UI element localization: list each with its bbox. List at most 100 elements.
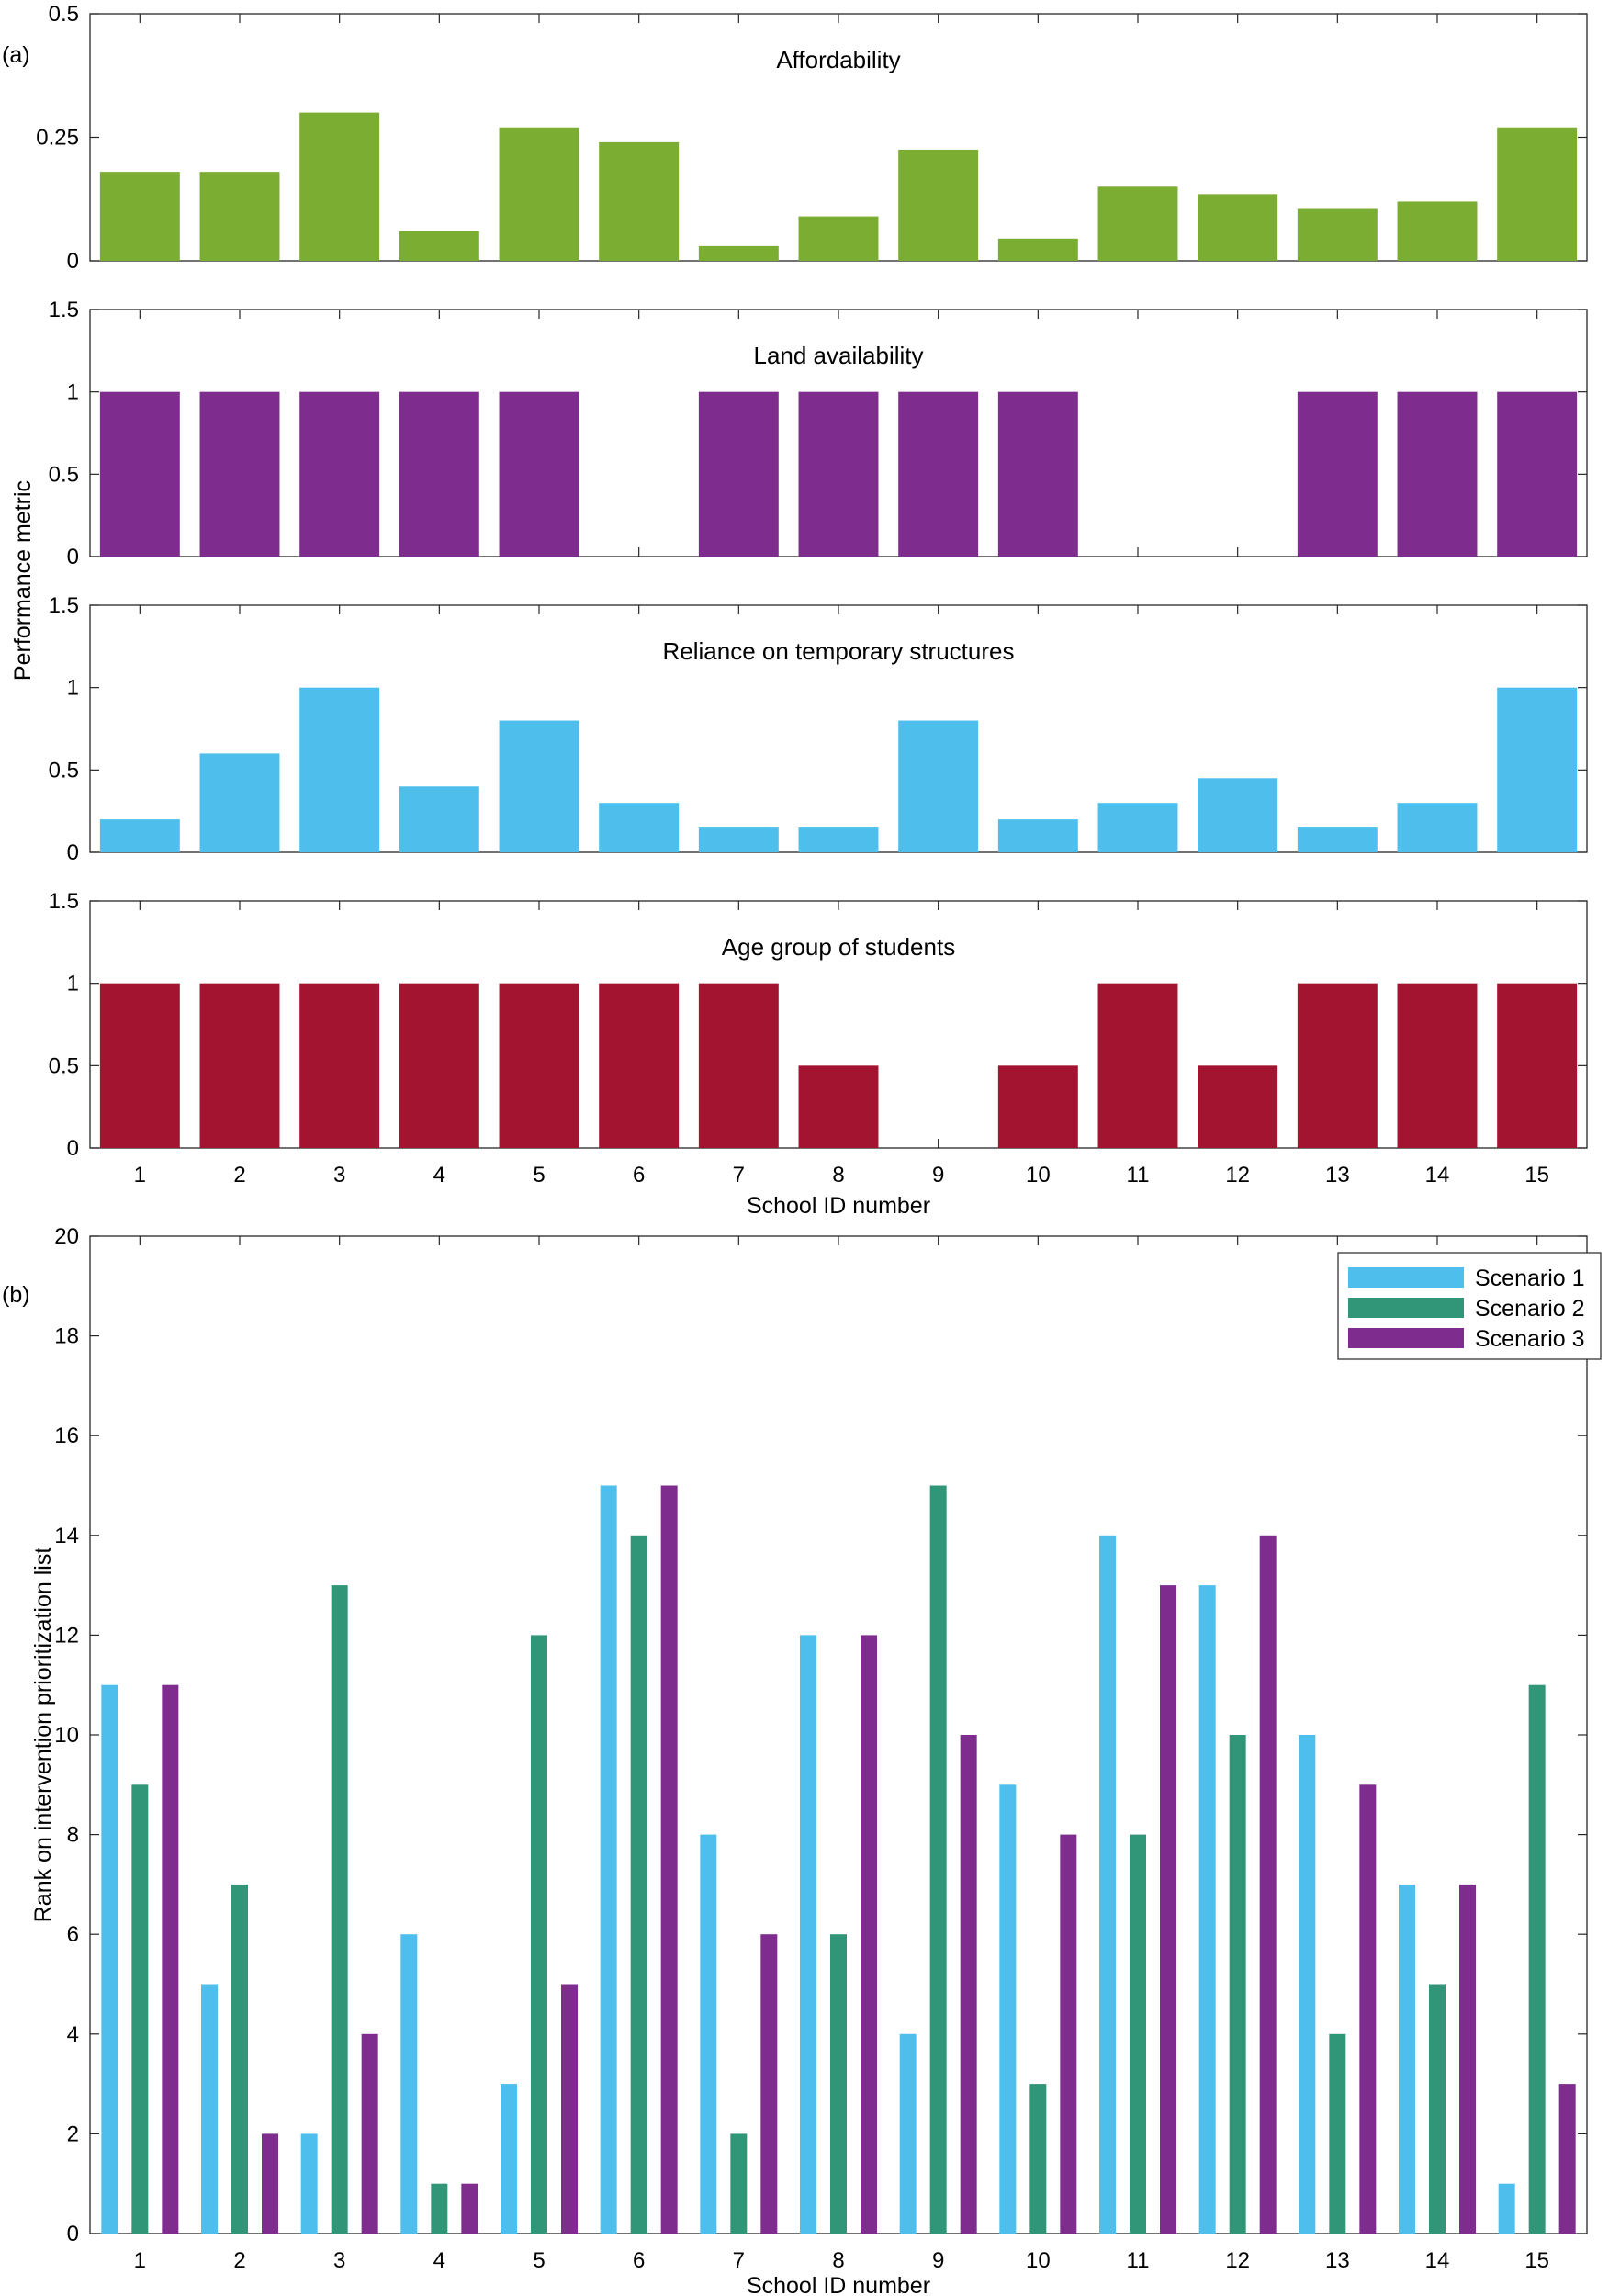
bar: [1297, 391, 1378, 557]
bar-scenario-2: [1528, 1684, 1546, 2234]
bar: [1497, 391, 1578, 557]
bar: [1097, 186, 1178, 261]
bar-scenario-1: [700, 1834, 717, 2234]
x-tick-label: 11: [1127, 1163, 1150, 1187]
bar: [399, 786, 479, 852]
bar: [299, 687, 380, 852]
bar-scenario-3: [162, 1684, 179, 2234]
bar: [798, 1065, 879, 1148]
bar: [1497, 127, 1578, 261]
chart-title: Age group of students: [722, 933, 955, 961]
x-axis-label: School ID number: [747, 1193, 930, 1219]
legend-label: Scenario 3: [1475, 1326, 1585, 1352]
bar: [1497, 687, 1578, 852]
bar: [499, 127, 579, 261]
bar: [199, 391, 280, 557]
bar: [199, 983, 280, 1148]
x-tick-label: 8: [832, 1163, 844, 1187]
y-tick-label: 2: [67, 2122, 79, 2146]
x-tick-label: 6: [633, 2248, 645, 2273]
bar-scenario-2: [131, 1784, 149, 2234]
y-axis-label-b: Rank on intervention prioritization list: [30, 1548, 56, 1923]
y-tick-label: 0.25: [36, 126, 79, 151]
bar: [898, 720, 979, 852]
x-tick-label: 7: [733, 1163, 745, 1187]
panel-label-a: (a): [2, 42, 30, 68]
bar-scenario-2: [1429, 1984, 1446, 2234]
bar: [997, 391, 1078, 557]
bar-scenario-3: [1558, 2084, 1576, 2234]
bar-scenario-2: [630, 1535, 647, 2234]
x-tick-label: 7: [733, 2248, 745, 2273]
y-tick-label: 0: [67, 249, 79, 274]
bar-scenario-3: [960, 1735, 977, 2234]
y-tick-label: 18: [54, 1324, 79, 1349]
bar: [1397, 201, 1478, 261]
x-tick-label: 5: [533, 1163, 545, 1187]
y-tick-label: 0.5: [49, 2, 79, 27]
bar-scenario-3: [1359, 1784, 1377, 2234]
bar-scenario-3: [262, 2133, 278, 2234]
y-tick-label: 1: [67, 380, 79, 405]
x-tick-label: 11: [1127, 2248, 1150, 2273]
chart-title: Reliance on temporary structures: [663, 637, 1015, 665]
y-tick-label: 1: [67, 972, 79, 996]
x-tick-label: 15: [1524, 1163, 1549, 1187]
bar-scenario-1: [201, 1984, 218, 2234]
y-tick-label: 0.5: [49, 1053, 79, 1078]
bar: [599, 803, 680, 852]
bar: [798, 216, 879, 261]
bar: [698, 983, 779, 1148]
x-tick-label: 15: [1524, 2248, 1549, 2273]
y-tick-label: 0: [67, 1136, 79, 1161]
bar-scenario-1: [1299, 1735, 1316, 2234]
x-tick-label: 1: [134, 1163, 146, 1187]
bar-scenario-1: [600, 1485, 617, 2234]
bar: [1297, 208, 1378, 261]
bar: [1097, 983, 1178, 1148]
bar-scenario-1: [1198, 1585, 1216, 2234]
bar: [1397, 983, 1478, 1148]
bar-scenario-1: [999, 1784, 1017, 2234]
x-tick-label: 9: [932, 2248, 944, 2273]
bar: [698, 245, 779, 261]
axes-1: 0 0.5 1 1.5 Land availability: [49, 298, 1588, 569]
bar-scenario-2: [1229, 1735, 1246, 2234]
bar-scenario-2: [531, 1635, 547, 2234]
bar: [898, 391, 979, 557]
bar-scenario-1: [1498, 2183, 1515, 2234]
y-tick-label: 8: [67, 1823, 79, 1848]
bar-scenario-1: [1099, 1535, 1116, 2234]
bar: [997, 819, 1078, 852]
bar-scenario-1: [1399, 1884, 1415, 2234]
bar-scenario-3: [1160, 1585, 1176, 2234]
bar-scenario-2: [431, 2183, 448, 2234]
y-tick-label: 1.5: [49, 889, 79, 914]
bar-scenario-3: [361, 2033, 378, 2234]
bar-scenario-3: [660, 1485, 678, 2234]
bar: [1397, 803, 1478, 852]
x-tick-label: 4: [433, 1163, 445, 1187]
y-tick-label: 0: [67, 2222, 79, 2246]
bar: [1198, 778, 1278, 852]
y-tick-label: 20: [54, 1224, 79, 1249]
bar: [99, 391, 180, 557]
y-tick-label: 0: [67, 545, 79, 569]
bar: [299, 112, 380, 261]
bar: [499, 391, 579, 557]
y-tick-label: 1.5: [49, 593, 79, 618]
bar: [798, 391, 879, 557]
bar: [399, 391, 479, 557]
x-tick-label: 9: [932, 1163, 944, 1187]
bar-scenario-3: [561, 1984, 578, 2234]
y-tick-label: 14: [54, 1524, 79, 1548]
bar: [299, 391, 380, 557]
panel-label-b: (b): [2, 1282, 30, 1308]
y-tick-label: 1.5: [49, 298, 79, 322]
bar: [997, 1065, 1078, 1148]
x-tick-label: 14: [1425, 2248, 1450, 2273]
x-tick-label: 10: [1026, 1163, 1051, 1187]
x-tick-label: 3: [333, 2248, 345, 2273]
